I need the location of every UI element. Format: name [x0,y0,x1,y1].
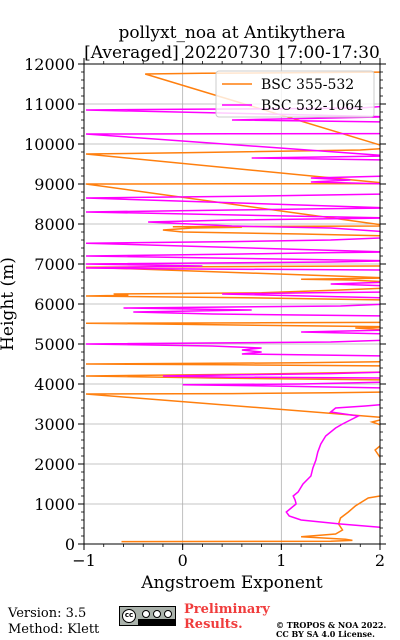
x-tick-label: 1 [276,551,286,570]
series-line-1 [85,71,380,543]
y-tick-label: 9000 [34,175,75,194]
cc-by-sa-badge-icon: cc [119,606,176,626]
preliminary-label: Preliminary [184,602,270,617]
legend-label: BSC 355-532 [261,77,354,93]
legend-box [215,70,375,118]
chart-title-line1: pollyxt_noa at Antikythera [118,23,345,43]
y-tick-label: 1000 [34,495,75,514]
legend-label: BSC 532-1064 [261,98,363,114]
y-tick-label: 6000 [34,295,75,314]
y-axis-label: Height (m) [0,257,18,351]
x-tick-label: 2 [375,551,385,570]
series-line-2 [85,105,380,528]
series-lines [85,71,380,543]
y-tick-label: 11000 [24,95,75,114]
y-tick-label: 4000 [34,375,75,394]
y-tick-label: 7000 [34,255,75,274]
method-text: Method: Klett [8,622,100,637]
y-tick-label: 5000 [34,335,75,354]
copyright-text: © TROPOS & NOA 2022. [276,620,387,630]
y-tick-label: 2000 [34,455,75,474]
y-tick-label: 10000 [24,135,75,154]
x-tick-label: 0 [178,551,188,570]
y-tick-label: 8000 [34,215,75,234]
x-axis-label: Angstroem Exponent [140,573,323,593]
chart-title-line2: [Averaged] 20220730 17:00-17:30 [84,43,380,63]
x-tick-label: −1 [72,551,96,570]
preliminary-label-line2: Results. [184,617,243,632]
y-tick-label: 0 [65,535,75,554]
y-tick-label: 3000 [34,415,75,434]
axes [78,58,386,550]
legend: BSC 355-532 BSC 532-1064 [215,70,375,118]
license-text: CC BY SA 4.0 License. [276,629,375,639]
tick-labels: −1 0 1 201000200030004000500060007000800090… [24,55,385,570]
version-text: Version: 3.5 [8,606,87,621]
y-tick-label: 12000 [24,55,75,74]
grid [83,63,381,545]
